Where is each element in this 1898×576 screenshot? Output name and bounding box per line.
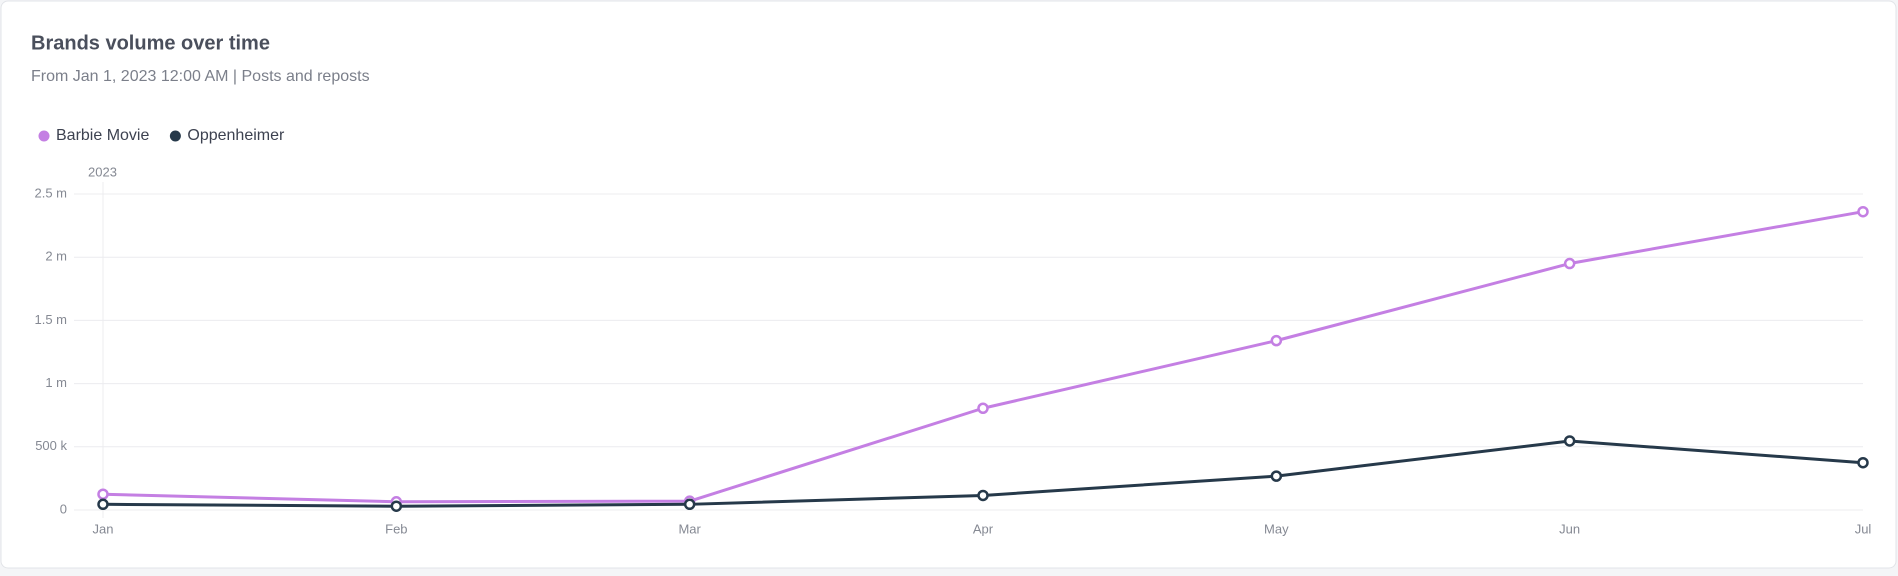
chart-subtitle: From Jan 1, 2023 12:00 AM | Posts and re… <box>31 68 370 85</box>
legend-marker <box>38 130 50 142</box>
chart-title: Brands volume over time <box>31 32 270 54</box>
data-point <box>1857 456 1869 469</box>
x-tick-label: Mar <box>678 521 701 536</box>
data-point <box>97 488 109 500</box>
x-tick-label: May <box>1264 521 1289 536</box>
legend-label: Oppenheimer <box>187 127 285 144</box>
year-label: 2023 <box>88 164 117 179</box>
y-tick-label: 1.5 m <box>34 312 67 327</box>
y-tick-label: 500 k <box>35 438 67 453</box>
data-point <box>1563 435 1576 447</box>
data-point <box>683 498 696 511</box>
legend-marker <box>169 130 181 142</box>
legend-label: Barbie Movie <box>56 127 149 144</box>
y-tick-label: 2.5 m <box>34 185 67 200</box>
data-point <box>1270 470 1283 482</box>
data-point <box>390 500 403 512</box>
data-point <box>1857 205 1869 218</box>
data-point <box>977 402 989 414</box>
x-tick-label: Feb <box>385 521 407 536</box>
y-tick-label: 1 m <box>45 375 67 390</box>
x-tick-label: Jul <box>1855 521 1872 536</box>
data-point <box>1563 257 1576 270</box>
x-tick-label: Apr <box>973 521 994 536</box>
y-tick-label: 2 m <box>45 249 67 264</box>
y-tick-label: 0 <box>60 501 67 516</box>
data-point <box>1270 334 1283 347</box>
x-tick-label: Jun <box>1559 521 1580 536</box>
data-point <box>97 498 109 511</box>
x-tick-label: Jan <box>93 521 114 536</box>
data-point <box>977 489 989 502</box>
